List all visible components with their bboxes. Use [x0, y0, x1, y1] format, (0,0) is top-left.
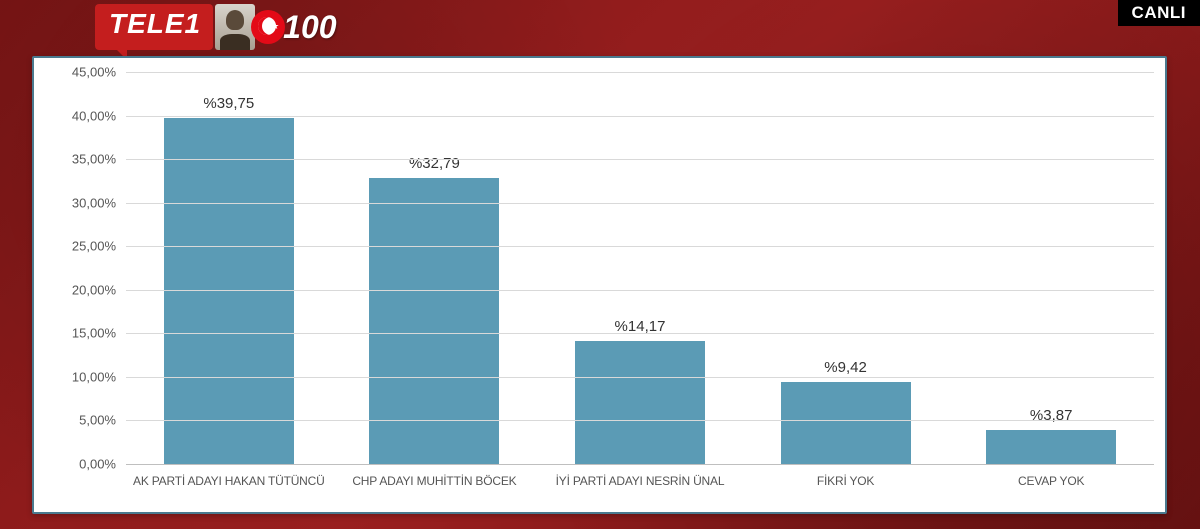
y-axis-tick-label: 30,00%	[72, 195, 126, 210]
channel-logo-block: TELE1 100	[95, 4, 337, 50]
channel-logo: TELE1	[95, 4, 213, 50]
bar-value-label: %32,79	[409, 155, 460, 172]
y-axis-tick-label: 0,00%	[79, 457, 126, 472]
poll-bar: %9,42	[781, 382, 911, 464]
bar-value-label: %9,42	[824, 359, 867, 376]
x-axis-category-label: İYİ PARTİ ADAYI NESRİN ÜNAL	[556, 474, 725, 488]
x-axis-category-label: CHP ADAYI MUHİTTİN BÖCEK	[352, 474, 516, 488]
chart-gridline	[126, 333, 1154, 334]
channel-name: TELE1	[109, 8, 201, 39]
poll-bar: %3,87	[986, 430, 1116, 464]
bar-slot: %32,79CHP ADAYI MUHİTTİN BÖCEK	[332, 72, 538, 464]
chart-gridline	[126, 72, 1154, 73]
chart-gridline	[126, 420, 1154, 421]
y-axis-tick-label: 25,00%	[72, 239, 126, 254]
x-axis-category-label: FİKRİ YOK	[817, 474, 874, 488]
poll-chart-card: %39,75AK PARTİ ADAYI HAKAN TÜTÜNCÜ%32,79…	[32, 56, 1167, 514]
y-axis-tick-label: 10,00%	[72, 369, 126, 384]
chart-gridline	[126, 246, 1154, 247]
bar-slot: %14,17İYİ PARTİ ADAYI NESRİN ÜNAL	[537, 72, 743, 464]
chart-plot-area: %39,75AK PARTİ ADAYI HAKAN TÜTÜNCÜ%32,79…	[126, 72, 1154, 464]
y-axis-tick-label: 20,00%	[72, 282, 126, 297]
poll-bar: %14,17	[575, 341, 705, 464]
bar-slot: %39,75AK PARTİ ADAYI HAKAN TÜTÜNCÜ	[126, 72, 332, 464]
live-label: CANLI	[1132, 3, 1186, 22]
chart-bars-group: %39,75AK PARTİ ADAYI HAKAN TÜTÜNCÜ%32,79…	[126, 72, 1154, 464]
live-badge: CANLI	[1118, 0, 1200, 26]
bar-slot: %9,42FİKRİ YOK	[743, 72, 949, 464]
ataturk-portrait-icon	[215, 4, 255, 50]
y-axis-tick-label: 45,00%	[72, 65, 126, 80]
y-axis-tick-label: 40,00%	[72, 108, 126, 123]
x-axis-category-label: AK PARTİ ADAYI HAKAN TÜTÜNCÜ	[133, 474, 325, 488]
chart-gridline	[126, 203, 1154, 204]
bar-slot: %3,87CEVAP YOK	[948, 72, 1154, 464]
chart-gridline	[126, 377, 1154, 378]
turkish-flag-icon	[251, 10, 285, 44]
y-axis-tick-label: 35,00%	[72, 152, 126, 167]
x-axis-category-label: CEVAP YOK	[1018, 474, 1084, 488]
y-axis-tick-label: 15,00%	[72, 326, 126, 341]
bar-value-label: %14,17	[615, 318, 666, 335]
y-axis-tick-label: 5,00%	[79, 413, 126, 428]
anniversary-100-text: 100	[283, 9, 336, 46]
bar-value-label: %3,87	[1030, 407, 1073, 424]
chart-gridline	[126, 159, 1154, 160]
chart-gridline	[126, 116, 1154, 117]
chart-gridline	[126, 290, 1154, 291]
poll-bar: %39,75	[164, 118, 294, 464]
bar-value-label: %39,75	[203, 95, 254, 112]
chart-gridline	[126, 464, 1154, 465]
